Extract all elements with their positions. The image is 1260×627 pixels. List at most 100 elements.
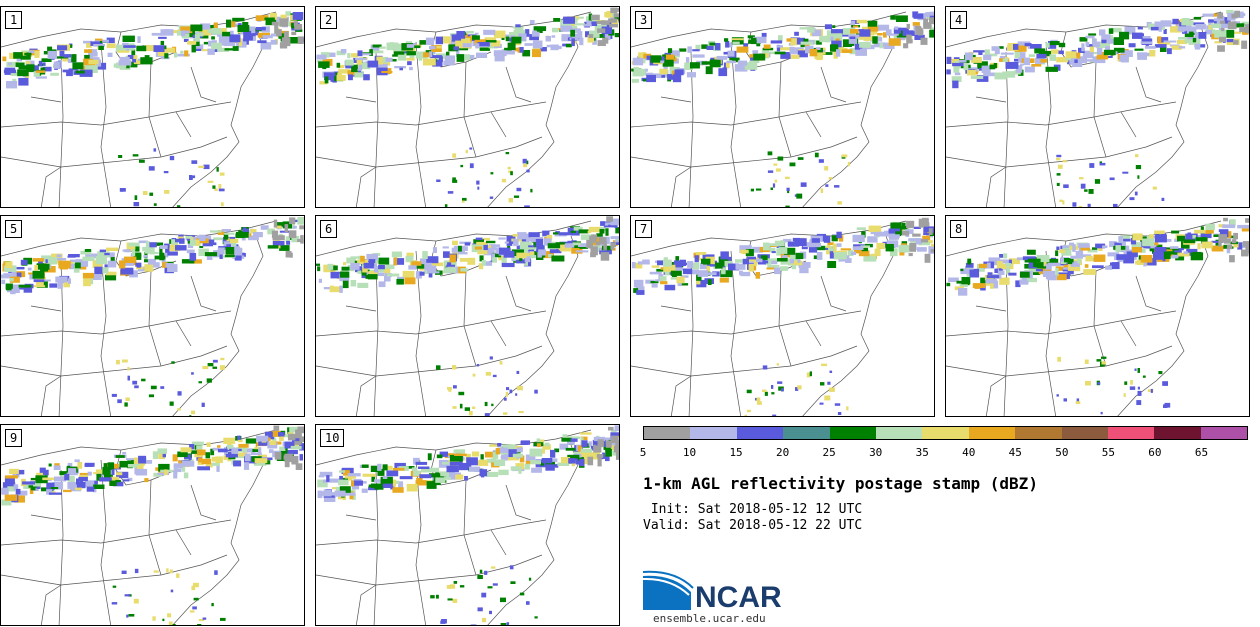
reflectivity-cell: [54, 463, 60, 466]
reflectivity-cell: [597, 439, 604, 448]
reflectivity-cell: [467, 54, 475, 60]
reflectivity-cell: [53, 61, 60, 69]
reflectivity-cell: [1085, 255, 1093, 262]
reflectivity-cell: [663, 259, 672, 267]
reflectivity-cell: [206, 378, 212, 383]
reflectivity-cell: [415, 271, 422, 279]
reflectivity-cell: [34, 265, 38, 271]
member-number-label: 8: [950, 220, 968, 238]
reflectivity-cell: [24, 52, 32, 56]
reflectivity-cell: [419, 258, 429, 266]
reflectivity-cell: [226, 19, 232, 28]
reflectivity-cell: [1017, 41, 1031, 48]
reflectivity-cell: [833, 252, 847, 260]
reflectivity-cell: [599, 237, 607, 245]
reflectivity-cell: [119, 460, 133, 468]
reflectivity-cell: [1056, 57, 1069, 63]
reflectivity-cell: [128, 242, 140, 247]
boundary-line: [415, 459, 427, 625]
reflectivity-cell: [597, 40, 606, 46]
colorbar-tick-label: 20: [775, 446, 790, 459]
reflectivity-cell: [766, 267, 776, 270]
reflectivity-cell: [223, 437, 235, 444]
reflectivity-cell: [213, 47, 222, 52]
reflectivity-cell: [519, 241, 532, 249]
reflectivity-cell: [687, 46, 692, 53]
boundary-line: [100, 41, 112, 207]
reflectivity-cell: [1131, 242, 1142, 250]
reflectivity-cell: [1160, 46, 1167, 52]
reflectivity-cell: [536, 47, 547, 52]
reflectivity-cell: [1057, 274, 1067, 281]
reflectivity-cell: [191, 44, 196, 53]
reflectivity-cell: [342, 280, 349, 289]
reflectivity-cell: [1178, 249, 1182, 253]
reflectivity-cell: [322, 66, 327, 70]
reflectivity-cell: [18, 65, 29, 70]
reflectivity-cell: [631, 262, 636, 269]
reflectivity-cell: [583, 24, 592, 27]
reflectivity-cell: [1160, 20, 1172, 27]
boundary-line: [688, 260, 694, 416]
reflectivity-cell: [654, 279, 660, 282]
reflectivity-cell: [242, 228, 250, 234]
reflectivity-cell: [903, 43, 909, 49]
reflectivity-cell: [529, 460, 541, 465]
reflectivity-cell: [1137, 26, 1143, 30]
boundary-line: [670, 375, 692, 416]
reflectivity-cell: [23, 257, 33, 265]
reflectivity-cell: [203, 164, 210, 170]
reflectivity-cell: [1081, 43, 1085, 52]
reflectivity-cell: [374, 479, 386, 483]
init-time: Init: Sat 2018-05-12 12 UTC: [643, 502, 863, 517]
reflectivity-cell: [218, 188, 225, 192]
reflectivity-cell: [453, 46, 459, 51]
ensemble-member-panel: 10: [315, 424, 620, 626]
reflectivity-cell: [127, 367, 130, 371]
reflectivity-cell: [417, 466, 430, 469]
reflectivity-cell: [1105, 46, 1110, 52]
reflectivity-cell: [297, 238, 304, 242]
reflectivity-cell: [132, 59, 136, 63]
reflectivity-cell: [449, 455, 463, 462]
reflectivity-cell: [825, 184, 829, 187]
reflectivity-cell: [132, 252, 142, 260]
reflectivity-cell: [605, 448, 612, 457]
reflectivity-cell: [561, 437, 572, 442]
reflectivity-cell: [747, 35, 755, 39]
reflectivity-cell: [849, 48, 856, 55]
reflectivity-cell: [1242, 241, 1249, 247]
reflectivity-cell: [783, 238, 792, 243]
reflectivity-cell: [192, 606, 197, 610]
reflectivity-cell: [505, 152, 510, 155]
reflectivity-cell: [756, 258, 763, 263]
reflectivity-cell: [752, 246, 764, 253]
reflectivity-cell: [850, 29, 859, 34]
reflectivity-cell: [324, 72, 336, 81]
colorbar-swatch: [1061, 427, 1108, 439]
reflectivity-cell: [525, 253, 530, 257]
reflectivity-cell: [986, 275, 1000, 279]
reflectivity-cell: [636, 68, 646, 76]
reflectivity-cell: [443, 251, 450, 258]
reflectivity-cell: [664, 284, 676, 291]
reflectivity-cell: [505, 391, 508, 397]
reflectivity-cell: [667, 48, 673, 54]
reflectivity-cell: [122, 42, 129, 46]
reflectivity-cell: [129, 61, 138, 68]
reflectivity-cell: [386, 470, 399, 477]
reflectivity-cell: [1028, 268, 1041, 274]
reflectivity-cell: [1140, 248, 1146, 253]
reflectivity-cell: [177, 53, 190, 57]
boundary-line: [946, 101, 1177, 128]
reflectivity-cell: [64, 473, 70, 481]
reflectivity-cell: [501, 257, 507, 265]
reflectivity-cell: [441, 619, 447, 624]
reflectivity-cell: [546, 234, 553, 241]
reflectivity-cell: [447, 598, 453, 601]
reflectivity-cell: [1034, 48, 1046, 54]
reflectivity-cell: [877, 24, 890, 31]
reflectivity-cell: [1241, 21, 1249, 26]
reflectivity-cell: [241, 237, 246, 241]
reflectivity-cell: [682, 268, 693, 275]
